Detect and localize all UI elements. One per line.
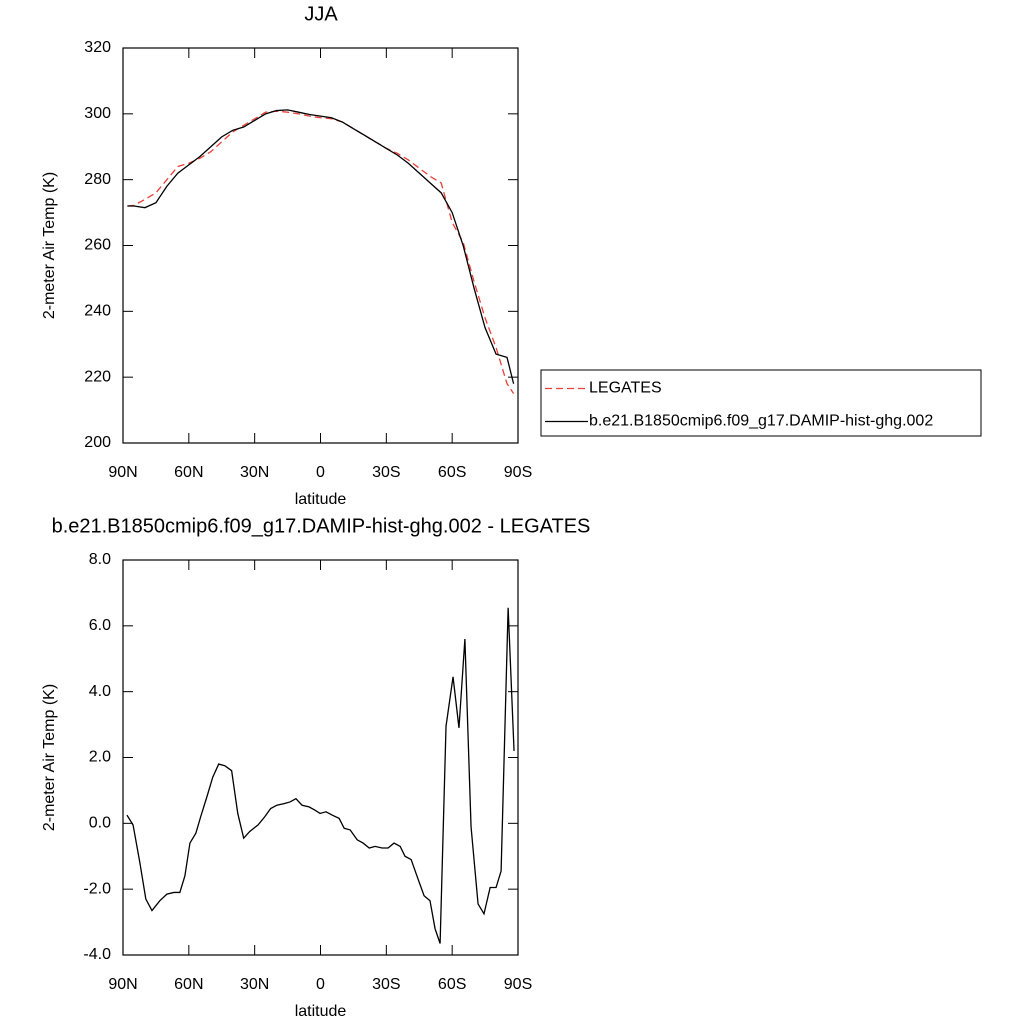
x-tick-label: 60S xyxy=(438,464,466,481)
legend-box xyxy=(540,369,982,437)
x-tick-label: 0 xyxy=(316,976,325,993)
y-axis-label: 2-meter Air Temp (K) xyxy=(41,684,58,831)
x-tick-label: 30N xyxy=(240,976,269,993)
y-tick-label: 280 xyxy=(84,171,111,188)
x-tick-label: 30N xyxy=(240,464,269,481)
plot-frame xyxy=(122,47,519,444)
x-tick-label: 90N xyxy=(108,464,137,481)
x-tick-label: 30S xyxy=(372,464,400,481)
y-tick-label: 8.0 xyxy=(89,551,111,568)
chart-title: JJA xyxy=(304,3,338,25)
y-tick-label: 260 xyxy=(84,237,111,254)
x-tick-label: 90N xyxy=(108,976,137,993)
y-tick-label: 6.0 xyxy=(89,617,111,634)
data-line xyxy=(127,110,515,394)
y-tick-label: -4.0 xyxy=(83,946,111,963)
x-axis-label: latitude xyxy=(295,1003,347,1020)
y-tick-label: 200 xyxy=(84,434,111,451)
y-tick-label: -2.0 xyxy=(83,880,111,897)
chart-title: b.e21.B1850cmip6.f09_g17.DAMIP-hist-ghg.… xyxy=(52,515,591,537)
plot-frame xyxy=(122,559,519,956)
y-tick-label: 2.0 xyxy=(89,749,111,766)
x-axis-label: latitude xyxy=(295,491,347,508)
y-tick-label: 300 xyxy=(84,105,111,122)
x-tick-label: 90S xyxy=(504,464,532,481)
x-tick-label: 0 xyxy=(316,464,325,481)
data-line xyxy=(127,109,515,384)
y-tick-label: 320 xyxy=(84,39,111,56)
data-line xyxy=(126,607,515,944)
y-tick-label: 4.0 xyxy=(89,683,111,700)
y-tick-label: 0.0 xyxy=(89,815,111,832)
x-tick-label: 60N xyxy=(174,464,203,481)
legend-label: LEGATES xyxy=(589,380,662,397)
y-tick-label: 220 xyxy=(84,368,111,385)
x-tick-label: 30S xyxy=(372,976,400,993)
legend-label: b.e21.B1850cmip6.f09_g17.DAMIP-hist-ghg.… xyxy=(589,413,933,430)
x-tick-label: 90S xyxy=(504,976,532,993)
y-tick-label: 240 xyxy=(84,303,111,320)
x-tick-label: 60S xyxy=(438,976,466,993)
y-axis-label: 2-meter Air Temp (K) xyxy=(41,172,58,319)
x-tick-label: 60N xyxy=(174,976,203,993)
